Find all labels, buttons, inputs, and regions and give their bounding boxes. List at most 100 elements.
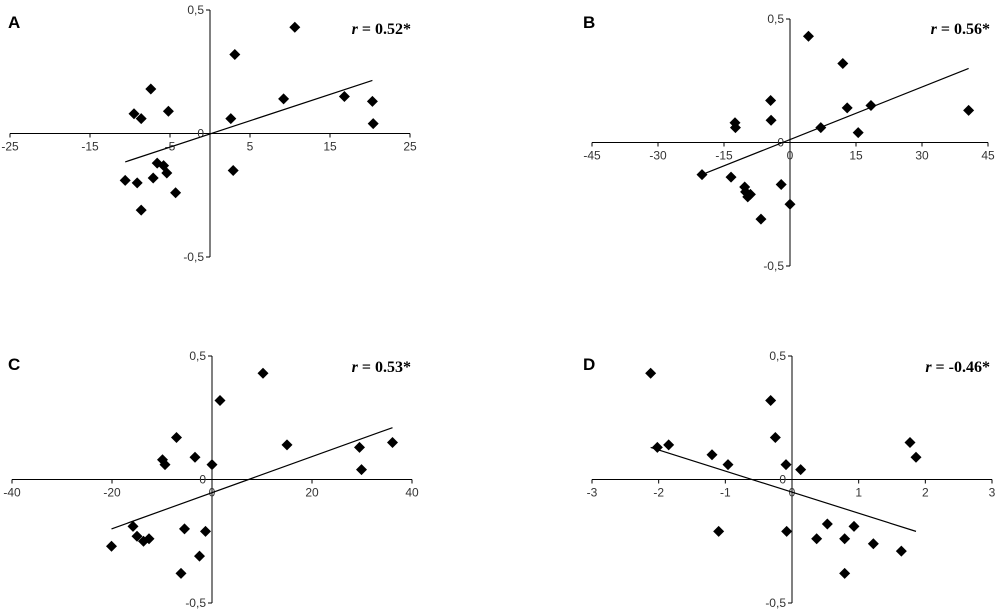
panel-a-x-tick-label: -15	[81, 140, 99, 154]
panel-c-r-value: = 0.53*	[362, 359, 411, 376]
panel-c-data-point	[354, 441, 365, 453]
panel-b-data-point	[837, 57, 849, 69]
panel-c-x-tick-label: 20	[305, 486, 319, 500]
panel-d-r-symbol: r	[925, 359, 935, 376]
panel-c-data-point	[127, 520, 139, 532]
panel-c-data-point	[171, 432, 182, 444]
panel-b-data-point	[815, 122, 827, 134]
panel-b-data-point	[802, 30, 814, 42]
panel-b-r-value: = 0.56*	[941, 21, 990, 38]
panel-c-correlation: r = 0.53*	[352, 359, 411, 376]
panel-b-correlation: r = 0.56*	[931, 21, 990, 38]
panel-c-data-point	[356, 464, 367, 476]
panel-a: A r = 0.52* -25 -15 -5 5 15 250,50-0,5	[1, 3, 417, 264]
panel-a-data-point	[366, 95, 378, 107]
panel-d-trendline	[650, 446, 917, 532]
panel-d-y-tick-label: -0,5	[765, 596, 786, 610]
panel-c-data-point	[131, 530, 143, 542]
panel-d-data-point	[839, 567, 851, 579]
panel-d-data-point	[765, 394, 777, 406]
panel-a-data-point	[158, 160, 170, 172]
panel-c-x-tick-label: 40	[405, 486, 419, 500]
panel-a-data-point	[170, 187, 182, 199]
panel-a-x-tick-label: 25	[403, 140, 417, 154]
panel-b-x-tick-label: -15	[715, 149, 733, 163]
panel-b-data-point	[755, 213, 767, 225]
panel-c-data-point	[257, 367, 269, 379]
panel-a-x-tick-label: -25	[1, 140, 19, 154]
panel-d-data-point	[811, 533, 823, 545]
panel-d-data-point	[645, 367, 657, 379]
panel-a-data-point	[289, 21, 301, 33]
panel-d-data-point	[780, 459, 792, 471]
panel-a-data-point	[128, 108, 140, 120]
panel-c-y-tick-label: -0,5	[185, 596, 206, 610]
panel-b-x-tick-label: -45	[583, 149, 601, 163]
panel-a-data-point	[227, 165, 239, 177]
panel-d-r-value: = -0.46*	[936, 359, 990, 376]
panel-d-x-tick-label: -1	[720, 486, 731, 500]
panel-c-data-point	[179, 523, 190, 535]
panel-b: B r = 0.56* -45 -30 -15 0 15 30 45 0,5 0 -0,5	[583, 12, 995, 273]
panel-c-data-point	[159, 459, 171, 471]
panel-a-y-tick-label: -0,5	[183, 250, 204, 264]
panel-b-data-point	[744, 188, 756, 200]
panel-c-r-symbol: r	[352, 359, 362, 376]
panel-c-x-tick-label: -20	[103, 486, 121, 500]
panel-c-data-point	[175, 567, 187, 579]
panel-a-y-tick-label: 0	[197, 127, 204, 141]
panel-a-trendline	[125, 79, 373, 163]
panel-c-trendline	[111, 427, 393, 530]
panel-b-data-point	[841, 102, 853, 114]
panel-a-data-point	[162, 105, 174, 117]
panel-b-x-tick-label: 30	[915, 149, 929, 163]
panel-d-data-point	[895, 545, 907, 557]
panel-a-x-tick-label: 5	[247, 140, 254, 154]
panel-a-data-point	[367, 118, 379, 130]
panel-a-r-value: = 0.52*	[362, 21, 411, 38]
panel-d-data-point	[904, 436, 916, 448]
panel-d-x-tick-label: 1	[855, 486, 862, 500]
panel-c-y-tick-label: 0,5	[189, 349, 206, 363]
panel-b-y-tick-label: -0,5	[763, 259, 784, 273]
panel-d-data-point	[651, 441, 663, 453]
panel-d-data-point	[781, 525, 793, 537]
panel-d-data-point	[722, 459, 734, 471]
panel-a-data-point	[147, 172, 159, 184]
panel-b-data-point	[865, 99, 877, 111]
panel-b-x-tick-label: 15	[849, 149, 863, 163]
panel-a-data-point	[145, 83, 157, 95]
panel-c-data-point	[387, 436, 398, 448]
panel-b-trendline	[701, 67, 969, 176]
panel-d-data-point	[867, 538, 879, 550]
panel-d-y-tick-label: 0	[779, 473, 786, 487]
panel-b-data-point	[696, 169, 708, 181]
panel-c-data-point	[200, 525, 211, 537]
panel-b-data-point	[725, 171, 737, 183]
panel-a-r-symbol: r	[352, 21, 362, 38]
panel-a-data-point	[338, 90, 350, 102]
panel-c-data-point	[194, 550, 205, 562]
panel-d-data-point	[663, 439, 675, 451]
panel-d-x-tick-label: -3	[587, 486, 598, 500]
panel-a-label: A	[8, 13, 20, 32]
panel-a-data-point	[135, 204, 147, 216]
panel-a-data-point	[225, 113, 237, 125]
panel-b-data-point	[784, 198, 796, 210]
panel-a-data-point	[135, 113, 147, 125]
panel-d-data-point	[769, 432, 781, 444]
panel-a-correlation: r = 0.52*	[352, 21, 411, 38]
panel-d-x-tick-label: 3	[989, 486, 996, 500]
panel-c: C r = 0.53* -40-20020400,50-0,5	[3, 349, 419, 610]
panel-c-data-point	[143, 533, 155, 545]
panel-b-data-point	[963, 104, 975, 116]
panel-c-data-point	[281, 439, 293, 451]
panel-b-data-point	[775, 178, 787, 190]
panel-c-data-point	[206, 459, 218, 471]
panel-b-data-point	[765, 114, 777, 126]
panel-d-data-point	[821, 518, 833, 530]
panel-d-data-point	[839, 533, 851, 545]
panel-b-r-symbol: r	[931, 21, 941, 38]
panel-c-y-tick-label: 0	[199, 473, 206, 487]
